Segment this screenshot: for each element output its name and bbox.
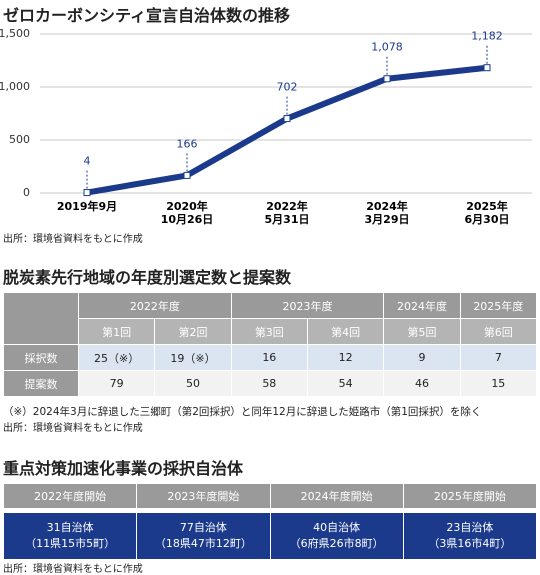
- cell-line: 23自治体: [446, 521, 494, 534]
- cell: 9: [383, 344, 461, 371]
- value-label: 4: [84, 155, 91, 168]
- cell: 7: [459, 344, 538, 371]
- cell: 58: [230, 370, 308, 397]
- x-tick-label: 2022年: [266, 199, 308, 213]
- point: [183, 171, 191, 179]
- x-tick-label: 2025年: [466, 199, 508, 213]
- header: 2024年度開始: [269, 483, 404, 509]
- value-label: 1,182: [471, 30, 503, 43]
- point: [283, 115, 291, 123]
- cell: 40自治体 （6府県26市8町）: [269, 512, 404, 560]
- cell: 79: [77, 370, 156, 397]
- round: 第3回: [230, 318, 308, 345]
- cell: 46: [383, 370, 461, 397]
- table2-source: 出所：環境省資料をもとに作成: [3, 564, 143, 575]
- y-tick-label: 1,500: [0, 27, 30, 40]
- cell: 12: [306, 344, 385, 371]
- cell-line: （18県47市12町）: [154, 537, 252, 550]
- header: 2022年度開始: [2, 483, 138, 509]
- cell: 50: [154, 370, 232, 397]
- value-label: 1,078: [371, 41, 403, 54]
- year: 2025年度: [459, 292, 538, 319]
- cell-line: 40自治体: [313, 521, 361, 534]
- cell: 54: [306, 370, 385, 397]
- cell-line: 77自治体: [179, 521, 227, 534]
- value-label: 702: [277, 81, 298, 94]
- year: 2022年度: [78, 292, 232, 319]
- row-label: 提案数: [3, 370, 79, 397]
- cell: 15: [459, 370, 538, 397]
- table1-title: 脱炭素先行地域の年度別選定数と提案数: [3, 268, 292, 287]
- chart-title: ゼロカーボンシティ宣言自治体数の推移: [3, 6, 291, 25]
- cell: 19（※）: [154, 344, 232, 371]
- round: 第4回: [306, 318, 385, 345]
- x-tick-label: 2020年: [166, 199, 208, 213]
- value-label: 166: [177, 137, 198, 150]
- year: 2024年度: [383, 292, 461, 319]
- x-tick-label: 3月29日: [365, 213, 410, 226]
- cell-line: 31自治体: [46, 521, 94, 534]
- round: 第5回: [383, 318, 461, 345]
- round: 第2回: [154, 318, 232, 345]
- round: 第6回: [459, 318, 538, 345]
- point: [383, 75, 391, 83]
- table2: 2022年度開始 2023年度開始 2024年度開始 2025年度開始 31自治体 （1…: [2, 483, 538, 560]
- cell: 25（※）: [77, 344, 156, 371]
- x-tick-label: 2019年9月: [57, 199, 117, 213]
- table1-source: 出所：環境省資料をもとに作成: [3, 423, 143, 434]
- x-tick-label: 2024年: [366, 199, 408, 213]
- cell-line: （3県16市4町）: [428, 537, 512, 550]
- row-label: 採択数: [3, 344, 79, 371]
- cell: 16: [230, 344, 308, 371]
- chart-source: 出所：環境省資料をもとに作成: [3, 234, 143, 245]
- header: 2023年度開始: [136, 483, 271, 509]
- table1: 2022年度 2023年度 2024年度 2025年度 第1回 第2回 第3回 第4回…: [3, 292, 538, 397]
- table1-note: （※）2024年3月に辞退した三郷町（第2回採択）と同年12月に辞退した姫路市（…: [3, 406, 482, 418]
- x-tick-label: 10月26日: [161, 213, 214, 226]
- cell: 77自治体 （18県47市12町）: [136, 512, 271, 560]
- cell-line: （6府県26市8町）: [289, 537, 384, 550]
- y-tick-label: 500: [9, 133, 30, 146]
- point: [83, 189, 91, 197]
- x-tick-label: 6月30日: [465, 213, 510, 226]
- cell-line: （11県15市5町）: [25, 537, 116, 550]
- cell: 31自治体 （11県15市5町）: [2, 512, 138, 560]
- x-tick-label: 5月31日: [265, 213, 310, 226]
- round: 第1回: [77, 318, 156, 345]
- cell: 23自治体 （3県16市4町）: [402, 512, 538, 560]
- header: 2025年度開始: [402, 483, 538, 509]
- y-tick-label: 0: [23, 186, 30, 199]
- year: 2023年度: [230, 292, 385, 319]
- chart: 0 500 1,000 1,500 4 166 702 1,078 1,182 2019年9月 20…: [0, 27, 532, 226]
- point: [483, 64, 491, 72]
- y-tick-label: 1,000: [0, 80, 30, 93]
- table2-title: 重点対策加速化事業の採択自治体: [3, 459, 244, 478]
